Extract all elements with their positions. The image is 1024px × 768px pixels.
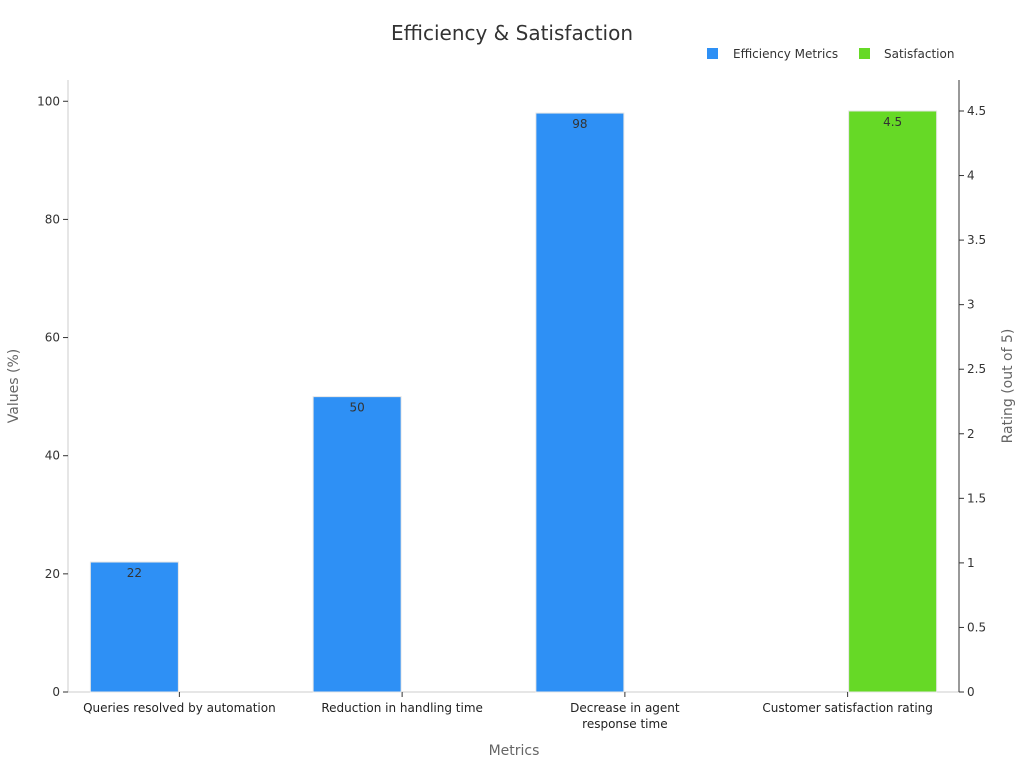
legend: Efficiency Metrics Satisfaction xyxy=(707,47,954,61)
data-label: 22 xyxy=(127,566,142,580)
plot-area: 0 20 40 60 80 100 0 0.5 1 1.5 2 2.5 3 3.5 4 4.5 Queries … xyxy=(37,80,986,731)
bar-efficiency xyxy=(312,396,402,693)
legend-swatch-efficiency xyxy=(707,48,718,59)
y2-tick-label: 1 xyxy=(967,556,975,570)
y2-tick-label: 0 xyxy=(967,685,975,699)
y-tick-label: 60 xyxy=(45,331,60,345)
chart-title: Efficiency & Satisfaction xyxy=(391,21,633,45)
x-tick-label-line: Decrease in agent xyxy=(570,701,680,715)
x-tick-label: Customer satisfaction rating xyxy=(762,701,933,715)
y2-tick-label: 3.5 xyxy=(967,233,986,247)
y2-tick-label: 1.5 xyxy=(967,491,986,505)
x-tick-label-line: Customer satisfaction rating xyxy=(762,701,933,715)
x-tick-label: Reduction in handling time xyxy=(321,701,483,715)
data-label: 98 xyxy=(572,117,587,131)
x-tick-label-line: response time xyxy=(582,717,667,731)
x-tick-label-line: Queries resolved by automation xyxy=(83,701,276,715)
legend-label-efficiency: Efficiency Metrics xyxy=(733,47,838,61)
y-tick-label: 0 xyxy=(52,685,60,699)
data-label: 4.5 xyxy=(883,115,902,129)
y2-tick-label: 4.5 xyxy=(967,104,986,118)
bar-efficiency xyxy=(535,112,625,693)
y-tick-label: 80 xyxy=(45,212,60,226)
x-axis-title: Metrics xyxy=(489,743,540,759)
y2-tick-label: 4 xyxy=(967,169,975,183)
bar-efficiency xyxy=(89,561,179,693)
x-tick-label-line: Reduction in handling time xyxy=(321,701,483,715)
y2-tick-label: 2.5 xyxy=(967,362,986,376)
y2-axis-title: Rating (out of 5) xyxy=(1000,329,1016,444)
y-tick-label: 100 xyxy=(37,94,60,108)
legend-label-satisfaction: Satisfaction xyxy=(884,47,954,61)
x-tick-label: Decrease in agent response time xyxy=(570,701,680,731)
y-tick-label: 20 xyxy=(45,567,60,581)
y-axis-title: Values (%) xyxy=(6,349,22,423)
data-label: 50 xyxy=(349,401,364,415)
y2-tick-label: 0.5 xyxy=(967,620,986,634)
y2-tick-label: 2 xyxy=(967,427,975,441)
bar-satisfaction xyxy=(848,110,938,693)
legend-swatch-satisfaction xyxy=(859,48,870,59)
y-tick-label: 40 xyxy=(45,449,60,463)
x-tick-label: Queries resolved by automation xyxy=(83,701,276,715)
y2-tick-label: 3 xyxy=(967,298,975,312)
